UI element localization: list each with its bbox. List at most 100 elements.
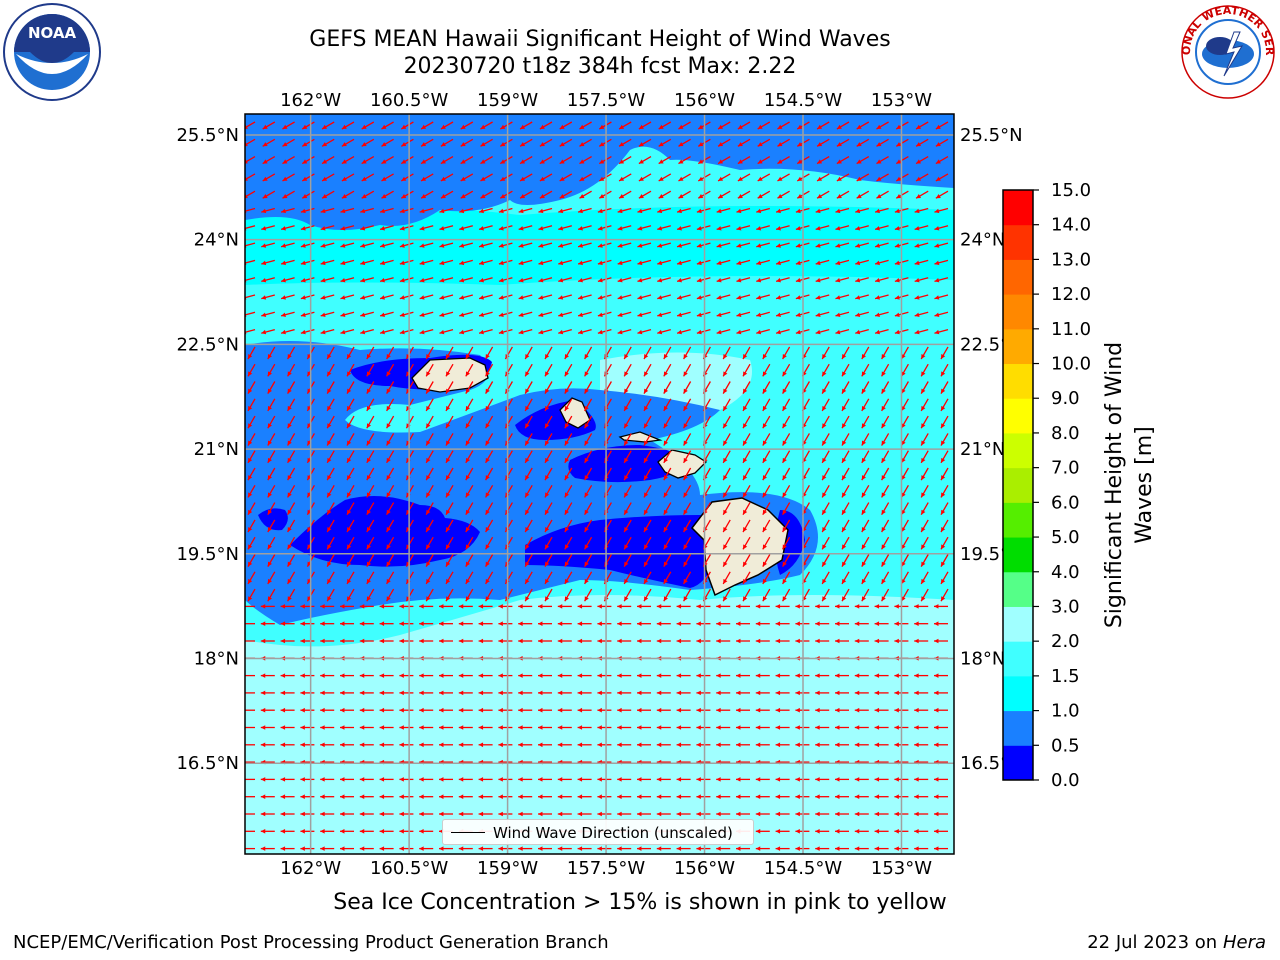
wind-arrow xyxy=(478,328,493,335)
wind-arrow xyxy=(815,638,830,644)
wind-arrow xyxy=(815,725,830,730)
wind-arrow xyxy=(755,690,770,696)
wind-arrow xyxy=(935,173,949,182)
chart-subtitle: 20230720 t18z 384h fcst Max: 2.22 xyxy=(403,54,797,79)
wind-arrow xyxy=(558,328,572,335)
wind-arrow xyxy=(617,811,632,817)
wind-arrow xyxy=(366,571,375,585)
wind-arrow xyxy=(643,346,652,360)
wind-arrow xyxy=(326,502,335,516)
wind-arrow xyxy=(835,707,849,713)
wind-arrow xyxy=(617,707,632,713)
wind-arrow xyxy=(425,415,434,429)
wind-arrow xyxy=(287,571,296,585)
wind-arrow xyxy=(782,363,791,377)
wind-arrow xyxy=(782,433,791,446)
wind-arrow xyxy=(485,433,494,446)
wind-arrow xyxy=(900,519,909,533)
wind-arrow xyxy=(676,328,691,335)
wind-arrow xyxy=(638,173,652,182)
wind-arrow xyxy=(881,346,890,360)
wind-arrow xyxy=(326,536,335,550)
wind-arrow xyxy=(584,588,593,602)
wind-arrow xyxy=(320,690,335,696)
wind-arrow xyxy=(425,519,434,533)
wind-arrow xyxy=(934,777,948,782)
wind-arrow xyxy=(579,138,592,147)
wind-arrow xyxy=(260,621,275,626)
wind-arrow xyxy=(623,571,632,585)
wind-arrow xyxy=(445,536,454,550)
wind-arrow xyxy=(460,138,474,147)
wind-arrow xyxy=(267,519,276,533)
wind-arrow xyxy=(267,571,276,585)
wind-arrow xyxy=(638,121,652,130)
wind-arrow xyxy=(485,588,494,602)
wind-arrow xyxy=(564,381,573,394)
wind-arrow xyxy=(498,225,513,231)
wind-arrow xyxy=(478,707,493,713)
wind-arrow xyxy=(874,604,889,609)
wind-arrow xyxy=(617,794,632,799)
wind-arrow xyxy=(267,484,276,498)
wind-arrow xyxy=(300,638,315,644)
wind-arrow xyxy=(340,777,354,782)
wind-arrow xyxy=(821,519,830,533)
wind-arrow xyxy=(558,225,572,231)
sea-ice-note: Sea Ice Concentration > 15% is shown in … xyxy=(333,890,947,915)
wind-arrow xyxy=(577,673,592,678)
wind-arrow xyxy=(445,433,454,446)
wind-arrow xyxy=(597,328,612,335)
wind-arrow xyxy=(815,207,830,214)
wind-arrow xyxy=(676,207,691,214)
wind-arrow xyxy=(617,259,632,266)
lon-tick-top: 156°W xyxy=(674,90,735,111)
wind-arrow xyxy=(757,156,771,165)
wind-arrow xyxy=(440,156,454,165)
wind-arrow xyxy=(439,707,453,713)
wind-arrow xyxy=(914,328,929,335)
wind-arrow xyxy=(762,363,771,377)
wind-arrow xyxy=(340,638,354,644)
wind-arrow xyxy=(564,571,573,585)
wind-arrow xyxy=(597,604,612,609)
wind-arrow xyxy=(874,707,889,713)
wind-arrow xyxy=(920,433,929,446)
wind-arrow xyxy=(722,519,731,533)
wind-arrow xyxy=(722,433,731,446)
wind-arrow xyxy=(618,156,632,165)
wind-arrow xyxy=(940,415,949,429)
wind-arrow xyxy=(914,846,929,851)
wind-arrow xyxy=(439,673,453,678)
wind-arrow xyxy=(584,571,593,585)
wind-arrow xyxy=(717,121,731,130)
wind-arrow xyxy=(280,777,295,782)
colorbar-tick-label: 15.0 xyxy=(1051,180,1091,201)
wind-arrow xyxy=(618,121,632,130)
wind-arrow xyxy=(815,225,830,231)
wind-arrow xyxy=(881,484,890,498)
wind-arrow xyxy=(359,829,374,834)
wind-arrow xyxy=(815,690,830,696)
wind-arrow xyxy=(762,588,771,602)
wind-arrow xyxy=(881,519,890,533)
wind-arrow xyxy=(557,725,572,730)
wind-arrow xyxy=(287,588,296,602)
wind-arrow xyxy=(742,536,751,550)
wind-arrow xyxy=(854,777,869,782)
wind-arrow xyxy=(638,156,652,165)
wind-arrow xyxy=(439,277,454,283)
wind-arrow xyxy=(300,294,315,300)
wind-arrow xyxy=(876,190,889,199)
wind-arrow xyxy=(340,707,354,713)
wind-arrow xyxy=(321,156,335,165)
footer-date: 22 Jul 2023 on Hera xyxy=(1087,932,1266,953)
wind-arrow xyxy=(460,173,474,182)
wind-arrow xyxy=(564,363,573,377)
wind-arrow xyxy=(419,604,434,609)
wind-arrow xyxy=(518,259,533,266)
wind-arrow xyxy=(340,328,355,335)
wind-arrow xyxy=(584,398,593,412)
wind-arrow xyxy=(498,242,513,248)
wind-arrow xyxy=(821,450,830,464)
